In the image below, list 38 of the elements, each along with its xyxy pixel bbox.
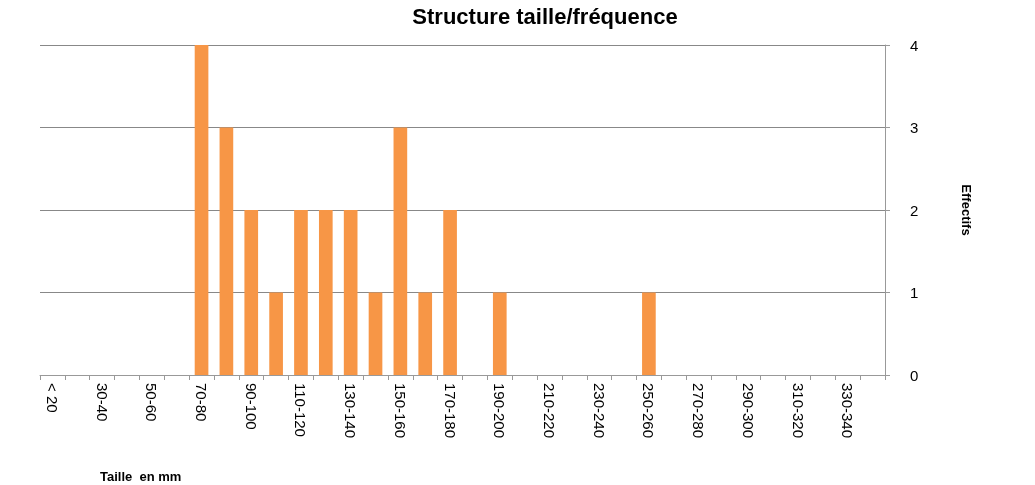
x-tick-label: 50-60 [143,383,161,422]
x-tick-label: 270-280 [690,383,708,439]
y-tick-label: 1 [910,284,919,301]
x-tick-label: 310-320 [789,383,807,439]
x-tick-label: 230-240 [590,383,608,439]
bar [343,210,358,375]
bar [194,45,209,375]
bar [642,292,656,375]
bar [269,292,283,375]
bar [368,292,383,375]
y-tick-label: 3 [910,119,919,136]
x-tick-label: 210-220 [540,383,558,439]
x-tick-label: 70-80 [193,383,211,422]
x-tick-label: 190-200 [491,383,509,439]
x-tick-label: 290-300 [739,383,757,439]
x-tick-label: 330-340 [839,383,857,439]
x-tick-label: 250-260 [640,383,658,439]
y-tick-label: 4 [910,36,919,54]
bar [418,292,433,375]
bar [294,210,308,375]
x-tick-label: < 20 [43,383,61,413]
x-tick-label: 150-160 [391,383,409,439]
bar [244,210,259,375]
bar [393,127,408,375]
bar [219,127,234,375]
y-tick-label: 0 [910,366,919,384]
x-tick-label: 90-100 [242,383,260,430]
x-tick-label: 130-140 [342,383,360,439]
x-axis-title: Taille en mm [100,469,182,484]
bar [492,292,507,375]
x-tick-label: 30-40 [93,383,111,422]
y-tick-label: 2 [910,201,919,219]
chart-title: Structure taille/fréquence [412,3,678,29]
bar [318,210,333,375]
bar [443,210,457,375]
y-axis-title: Effectifs [959,184,974,236]
x-tick-label: 170-180 [441,383,459,439]
x-tick-label: 110-120 [292,383,310,437]
